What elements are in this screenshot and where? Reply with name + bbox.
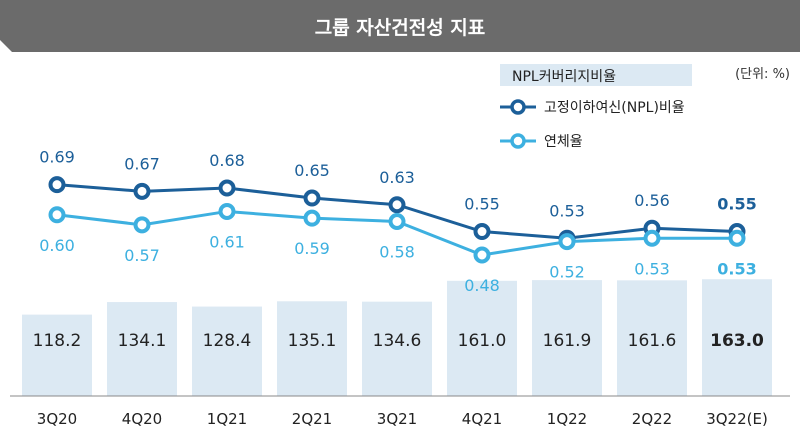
bar-label-4Q20: 134.1: [118, 331, 167, 351]
legend-swatch-bar: [500, 64, 692, 86]
category-label-1Q21: 1Q21: [207, 410, 247, 428]
category-label-3Q22(E): 3Q22(E): [706, 410, 768, 428]
category-label-group: 3Q20 4Q20 1Q21 2Q21 3Q21 4Q21 1Q22 2Q22 3Q22(E): [37, 410, 768, 428]
bar-2Q21: [277, 301, 347, 396]
delinquency-marker-4Q20: [133, 216, 151, 234]
category-label-4Q21: 4Q21: [462, 410, 502, 428]
bar-label-3Q21: 134.6: [373, 331, 422, 351]
delinquency-label-4Q21: 0.48: [464, 276, 500, 295]
npl-marker-4Q21: [473, 223, 491, 241]
npl-label-4Q20: 0.67: [124, 154, 160, 173]
npl-marker-2Q21: [303, 189, 321, 207]
delinquency-marker-3Q20: [48, 206, 66, 224]
category-label-2Q22: 2Q22: [632, 410, 672, 428]
bar-3Q21: [362, 301, 432, 396]
category-label-1Q22: 1Q22: [547, 410, 587, 428]
legend-label-bar: NPL커버리지비율: [512, 69, 616, 85]
delinquency-marker-4Q21: [473, 246, 491, 264]
bar-4Q21: [447, 280, 517, 396]
bar-group: [22, 279, 772, 396]
bar-label-4Q21: 161.0: [458, 331, 507, 351]
delinquency-marker-1Q21: [218, 202, 236, 220]
delinquency-label-1Q22: 0.52: [549, 263, 585, 282]
npl-marker-1Q21: [218, 179, 236, 197]
line-label-group: 0.69 0.67 0.68 0.65 0.63 0.55 0.53 0.56 0.55 0.60…: [39, 148, 757, 295]
bar-label-3Q22(E): 163.0: [710, 331, 764, 351]
npl-label-3Q21: 0.63: [379, 168, 415, 187]
npl-label-1Q21: 0.68: [209, 151, 245, 170]
bar-label-2Q22: 161.6: [628, 331, 677, 351]
npl-label-2Q22: 0.56: [634, 191, 670, 210]
title-banner: [0, 0, 800, 52]
delinquency-label-3Q22(E): 0.53: [717, 259, 756, 278]
bar-2Q22: [617, 280, 687, 396]
npl-label-1Q22: 0.53: [549, 201, 585, 220]
legend-swatch-npl-marker: [510, 99, 526, 115]
bar-1Q22: [532, 280, 602, 396]
delinquency-label-2Q21: 0.59: [294, 239, 330, 258]
delinquency-label-2Q22: 0.53: [634, 259, 670, 278]
category-label-4Q20: 4Q20: [122, 410, 162, 428]
delinquency-marker-2Q22: [643, 229, 661, 247]
legend-swatch-delinquency-marker: [510, 133, 526, 149]
npl-label-2Q21: 0.65: [294, 161, 330, 180]
bar-label-group: 118.2 134.1 128.4 135.1 134.6 161.0 161.9 161.6…: [33, 331, 764, 351]
bar-label-2Q21: 135.1: [288, 331, 337, 351]
bar-3Q22(E): [702, 279, 772, 396]
category-label-3Q21: 3Q21: [377, 410, 417, 428]
delinquency-marker-3Q22(E): [728, 229, 746, 247]
npl-label-4Q21: 0.55: [464, 195, 500, 214]
category-label-3Q20: 3Q20: [37, 410, 77, 428]
bar-3Q20: [22, 314, 92, 396]
legend-label-delinquency: 연체율: [544, 134, 583, 150]
unit-label: (단위: %): [735, 67, 790, 82]
delinquency-label-3Q20: 0.60: [39, 236, 75, 255]
bar-4Q20: [107, 302, 177, 396]
delinquency-marker-3Q21: [388, 213, 406, 230]
delinquency-label-1Q21: 0.61: [209, 232, 245, 251]
marker-group: [48, 176, 746, 264]
npl-marker-3Q21: [388, 196, 406, 214]
bar-1Q21: [192, 306, 262, 396]
legend-label-npl: 고정이하여신(NPL)비율: [544, 100, 685, 116]
npl-marker-3Q20: [48, 176, 66, 194]
npl-marker-4Q20: [133, 182, 151, 200]
chart-title: 그룹 자산건전성 지표: [315, 17, 486, 39]
delinquency-label-4Q20: 0.57: [124, 246, 160, 265]
bar-label-1Q22: 161.9: [543, 331, 592, 351]
delinquency-label-3Q21: 0.58: [379, 243, 415, 262]
npl-label-3Q22(E): 0.55: [717, 195, 756, 214]
npl-label-3Q20: 0.69: [39, 148, 75, 167]
delinquency-marker-1Q22: [558, 233, 576, 251]
legend: NPL커버리지비율 고정이하여신(NPL)비율 연체율: [500, 64, 692, 150]
category-label-2Q21: 2Q21: [292, 410, 332, 428]
bar-label-3Q20: 118.2: [33, 331, 82, 351]
delinquency-marker-2Q21: [303, 209, 321, 227]
bar-label-1Q21: 128.4: [203, 331, 252, 351]
